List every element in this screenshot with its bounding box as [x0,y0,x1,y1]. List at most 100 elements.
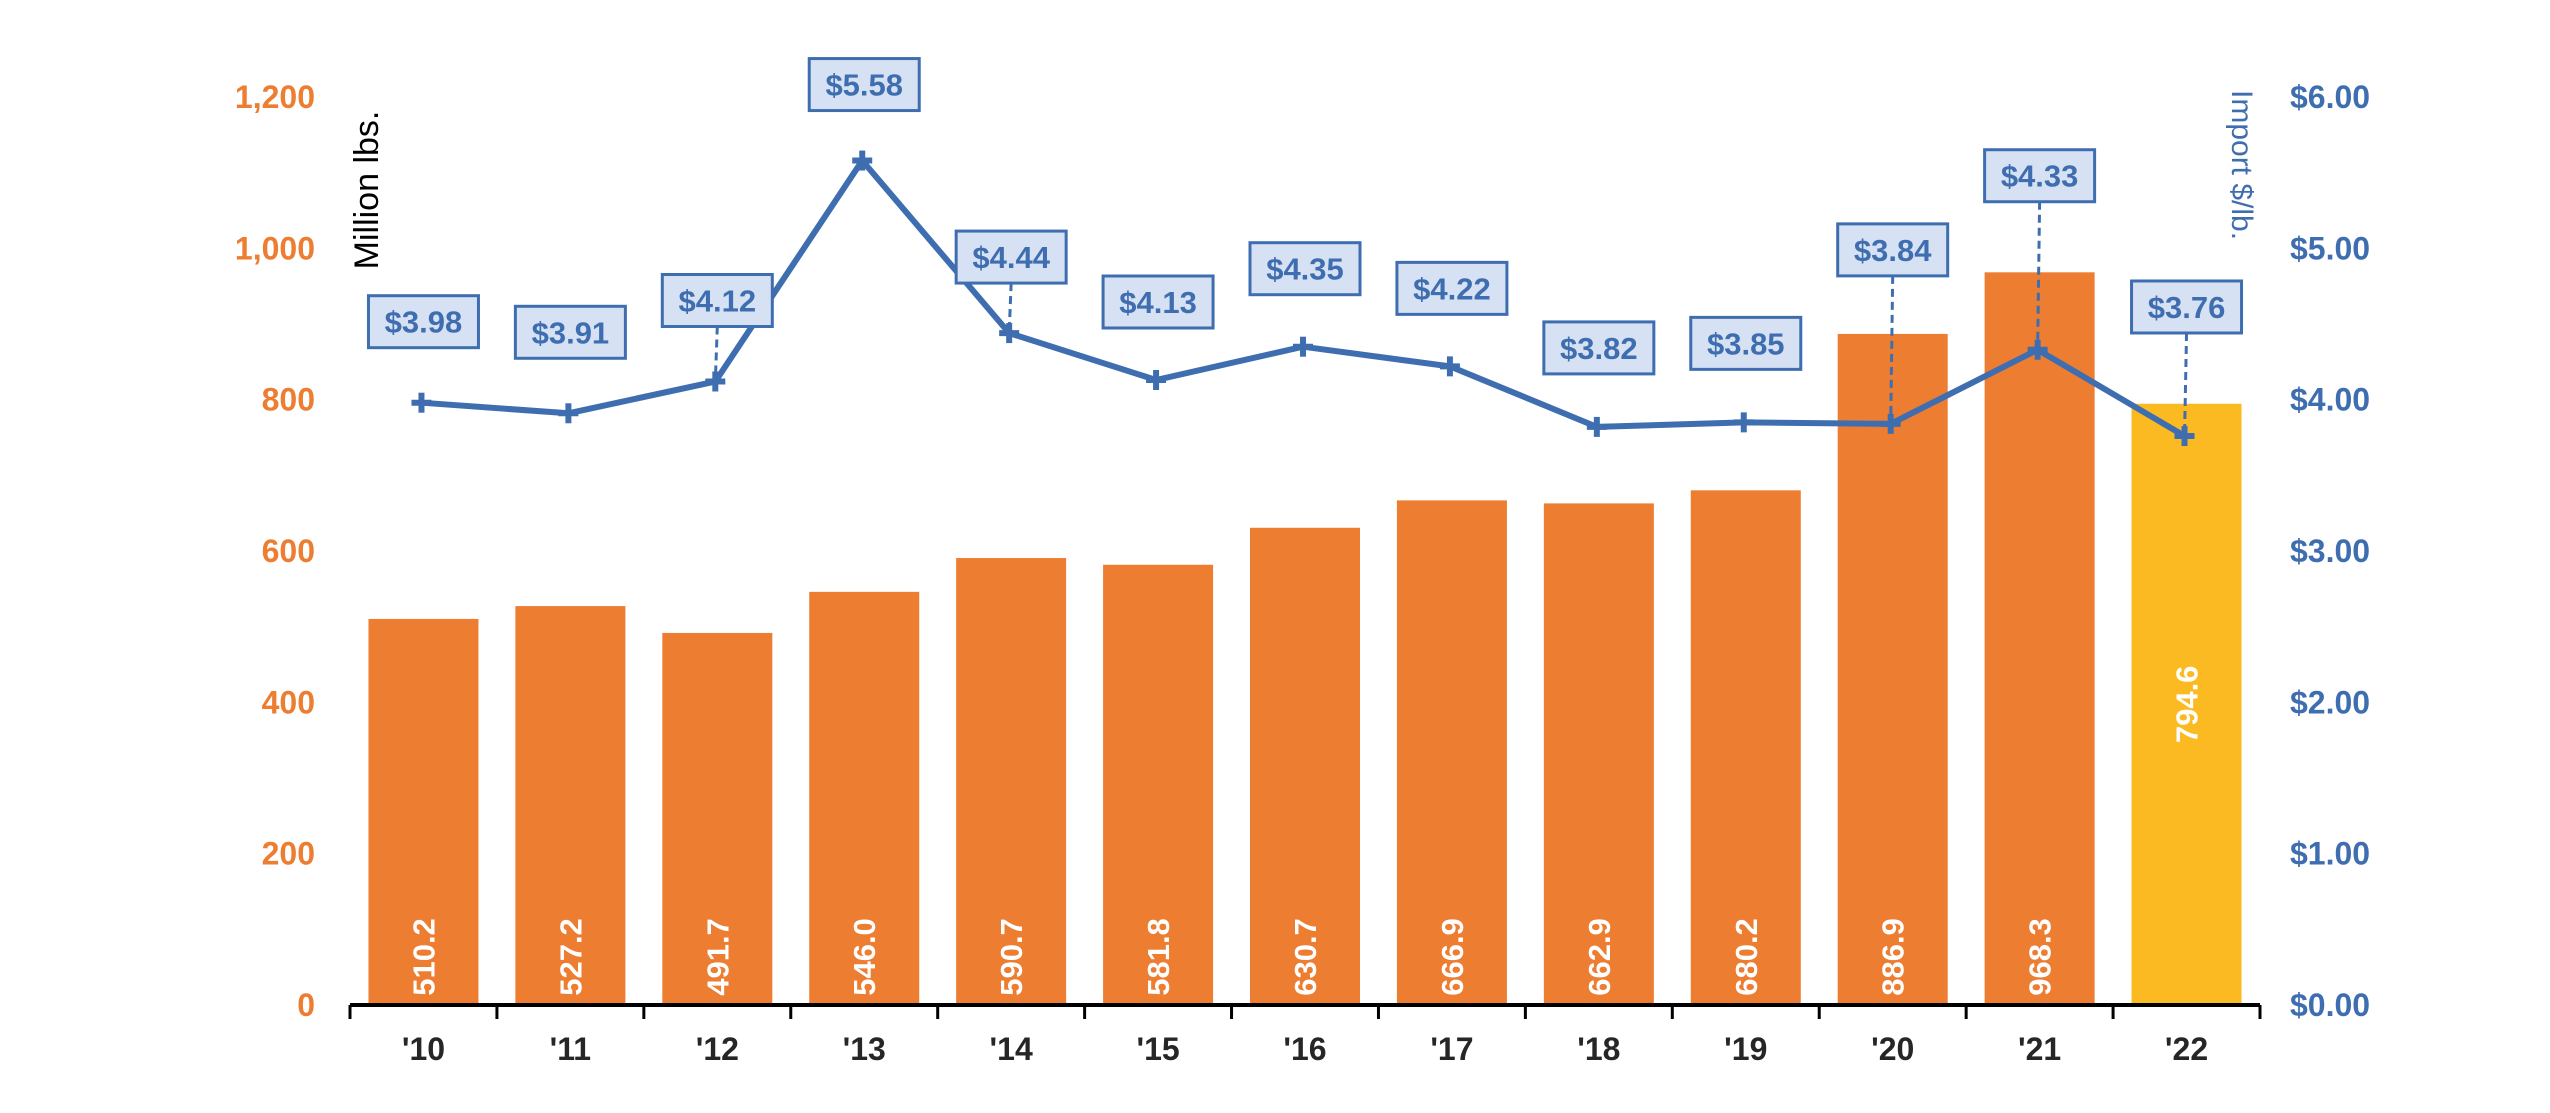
price-label-box [1395,260,1509,316]
bar-value-label: 886.9 [1876,918,1911,996]
price-label-box [1542,320,1656,376]
x-tick-label: '11 [550,1031,591,1067]
right-tick-label: $1.00 [2290,836,2370,872]
right-tick-label: $0.00 [2290,987,2370,1023]
x-tick-label: '21 [2018,1031,2061,1067]
bar-10 [1837,333,1948,1005]
left-tick-label: 600 [262,533,315,569]
bar-9 [1690,490,1801,1006]
bar-1 [515,606,626,1005]
price-label-box [807,57,921,113]
price-point-1 [558,403,579,424]
bar-value-label: 510.2 [406,918,441,996]
price-label-box [2130,279,2244,335]
bar-value-label: 491.7 [700,918,735,996]
x-tick-label: '18 [1577,1031,1620,1067]
bar-11 [1984,272,2095,1005]
price-label: $4.12 [679,284,757,319]
x-tick-label: '16 [1283,1031,1326,1067]
price-point-5 [1146,369,1167,390]
bar-value-label: 546.0 [847,918,882,996]
price-label-box [1836,222,1950,278]
price-label-leader [2036,201,2042,350]
price-label: $3.84 [1854,233,1932,268]
right-tick-label: $5.00 [2290,230,2370,266]
bar-value-label: 680.2 [1729,918,1764,996]
bar-value-label: 527.2 [553,918,588,996]
price-label-box [954,229,1068,285]
left-axis: 0 200 400 600 800 1,000 1,200 [235,79,315,1023]
left-tick-label: 400 [262,684,315,720]
bar-2 [662,632,773,1005]
x-tick-label: '12 [696,1031,739,1067]
price-label: $4.22 [1413,271,1491,306]
price-label: $3.98 [385,305,463,340]
left-tick-label: 0 [297,987,315,1023]
bar-value-label: 630.7 [1288,918,1323,996]
x-tick-label: '22 [2165,1031,2208,1067]
x-tick-label: '10 [402,1031,445,1067]
x-tick-label: '14 [990,1031,1033,1067]
price-label-box [660,273,774,329]
bar-value-label: 968.3 [2023,918,2058,996]
price-label-leader [1007,283,1013,334]
price-point-9 [1733,412,1754,433]
bar-value-label: 794.6 [2170,666,2205,744]
price-label-box [513,304,627,360]
right-axis-title: Import $/lb. [2225,90,2258,240]
bar-value-label: 581.8 [1141,918,1176,996]
right-tick-label: $4.00 [2290,382,2370,418]
price-label-box [366,294,480,350]
price-label-box [1689,315,1803,371]
bar-0 [368,618,479,1005]
bar-value-label: 662.9 [1582,918,1617,996]
right-tick-label: $3.00 [2290,533,2370,569]
price-point-8 [1586,416,1607,437]
price-label-leader [713,326,719,382]
left-tick-label: 200 [262,836,315,872]
price-label: $3.76 [2148,290,2226,325]
left-axis-title: Million lbs. [348,111,386,270]
bar-6 [1250,527,1360,1005]
bar-value-label: 590.7 [994,918,1029,996]
x-tick-label: '20 [1871,1031,1914,1067]
price-label-leader [1889,275,1895,424]
bar-7 [1396,500,1507,1005]
x-tick-label: '19 [1724,1031,1767,1067]
bar-8 [1543,503,1654,1005]
price-labels-layer: $3.98 $3.91 $4.12 $5.58 $4.44 $4.13 $4.35 $4.22… [366,57,2244,437]
price-label-box [1248,241,1362,297]
right-tick-label: $6.00 [2290,79,2370,115]
bar-5 [1103,564,1214,1005]
price-point-0 [411,392,432,413]
price-label: $5.58 [825,68,903,103]
price-point-6 [1293,336,1313,357]
x-tick-label: '17 [1430,1031,1473,1067]
price-label: $3.85 [1707,326,1785,361]
price-label: $4.13 [1119,285,1197,320]
price-point-7 [1439,356,1460,377]
bar-3 [809,591,920,1005]
bar-12 [2131,403,2242,1005]
price-label-box [1101,274,1215,330]
price-label: $4.35 [1266,252,1344,287]
right-tick-label: $2.00 [2290,684,2370,720]
price-label: $4.33 [2001,159,2079,194]
price-point-3 [852,150,873,171]
bar-value-label: 666.9 [1435,918,1470,996]
bar-4 [956,558,1067,1005]
right-axis: $0.00 $1.00 $2.00 $3.00 $4.00 $5.00 $6.00 [2290,79,2370,1023]
left-tick-label: 1,000 [235,230,315,266]
bars-layer: 510.2 527.2 491.7 546.0 590.7 581.8 630.7 666.9… [368,272,2242,1006]
price-label: $3.82 [1560,331,1638,366]
price-label-leader [2183,332,2189,437]
left-tick-label: 800 [262,382,315,418]
price-label-box [1983,148,2097,204]
price-label: $3.91 [532,315,610,350]
x-tick-label: '13 [843,1031,886,1067]
price-label: $4.44 [972,240,1050,275]
x-tick-label: '15 [1136,1031,1179,1067]
x-axis: '10 '11 '12 '13 '14 '15 '16 '17 '18 '19 '20 '21 '22 [348,1003,2262,1067]
left-tick-label: 1,200 [235,79,315,115]
